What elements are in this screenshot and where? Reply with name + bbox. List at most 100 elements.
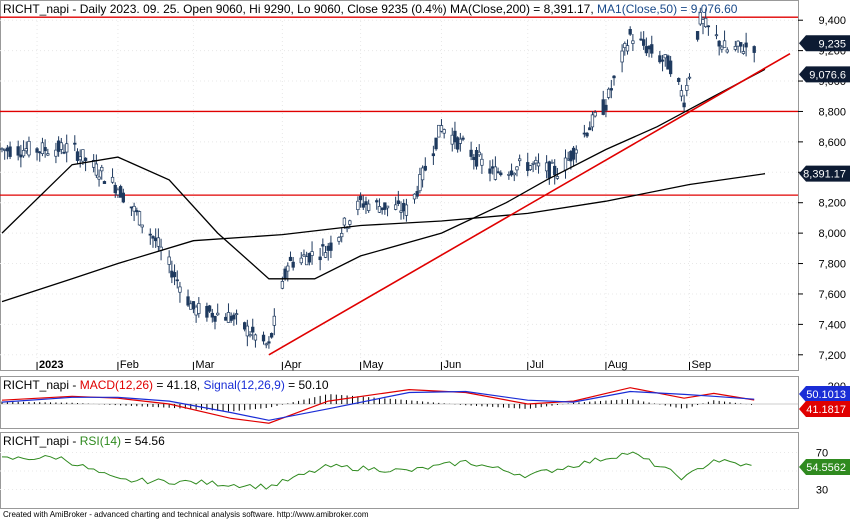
candle-body — [550, 161, 554, 164]
price-tick-label: 7,400 — [818, 319, 846, 331]
candle-body — [121, 192, 125, 203]
candle-body — [582, 132, 587, 135]
candle-body — [733, 46, 737, 50]
candle-body — [323, 252, 328, 258]
candle-body — [493, 166, 498, 180]
rsi-line — [1, 451, 752, 490]
macd-header-sep: - — [69, 378, 80, 392]
candle-body — [307, 253, 312, 263]
candle-body — [744, 42, 748, 48]
candle-body — [512, 172, 516, 176]
candle-body — [415, 191, 419, 197]
candle-body — [698, 12, 702, 25]
candle-body — [612, 75, 616, 79]
candle-body — [536, 162, 541, 167]
candle-body — [739, 42, 743, 47]
candle-body — [197, 303, 201, 314]
candle-body — [499, 172, 503, 176]
candle-body — [458, 138, 462, 144]
rsi-tick-label: 30 — [816, 485, 828, 497]
candle-body — [253, 334, 258, 341]
x-tick-label: Jul — [530, 359, 544, 371]
candle-body — [399, 210, 403, 213]
candle-body — [566, 158, 570, 161]
candle-body — [154, 237, 158, 242]
candle-body — [383, 202, 387, 210]
candle-body — [423, 165, 427, 171]
candle-body — [43, 147, 47, 152]
candle-body — [604, 104, 608, 111]
close-badge: 9,235 — [818, 38, 846, 50]
candle-body — [337, 237, 341, 242]
candle-body — [531, 163, 535, 165]
candle-body — [318, 256, 322, 261]
candle-body — [283, 268, 287, 279]
candle-body — [620, 50, 624, 63]
header-ma200: MA(Close,200) = 8,391.17, — [447, 2, 594, 16]
macd-badge: 41.1817 — [806, 404, 846, 416]
candle-body — [129, 206, 134, 209]
candle-body — [682, 102, 686, 108]
candle-body — [148, 233, 152, 236]
candle-body — [515, 166, 519, 171]
candle-body — [205, 306, 209, 318]
candle-body — [491, 166, 495, 169]
price-tick-label: 8,600 — [818, 137, 846, 149]
signal-line — [1, 390, 755, 421]
signal-header-label: Signal(12,26,9) — [203, 378, 284, 392]
x-tick-label: Jun — [443, 359, 461, 371]
price-bars — [0, 7, 756, 349]
candle-body — [248, 334, 252, 337]
macd-header-value: = 41.18, — [153, 378, 203, 392]
candle-body — [175, 279, 179, 282]
macd-line — [1, 387, 755, 424]
price-tick-label: 8,200 — [818, 198, 846, 210]
rsi-panel: 305070 — [0, 448, 828, 497]
candle-body — [132, 205, 136, 212]
candle-body — [94, 163, 99, 176]
candle-body — [280, 281, 285, 289]
candle-body — [701, 19, 705, 25]
ma50-line — [1, 68, 766, 280]
candle-body — [59, 142, 63, 150]
price-tick-label: 7,600 — [818, 289, 846, 301]
header-symbol: RICHT_napi — [3, 2, 69, 16]
candle-body — [420, 167, 425, 181]
candle-body — [19, 154, 23, 158]
candle-body — [232, 314, 236, 320]
candle-body — [170, 270, 174, 278]
candle-body — [356, 200, 360, 210]
candle-body — [345, 227, 349, 230]
candle-body — [267, 341, 271, 344]
candle-body — [553, 165, 557, 176]
signal-header-value: = 50.10 — [285, 378, 329, 392]
candle-body — [207, 305, 212, 312]
candle-body — [477, 151, 481, 156]
candle-body — [375, 200, 379, 203]
value-badges: 9,235 9,076.6 8,391.17 50.1013 41.1817 54.556… — [799, 35, 850, 475]
candle-body — [544, 162, 549, 172]
candle-body — [65, 143, 69, 153]
candle-body — [340, 233, 344, 238]
candle-body — [216, 312, 220, 316]
moving-averages — [1, 68, 766, 303]
candle-body — [243, 322, 247, 330]
candle-body — [272, 315, 276, 326]
candle-body — [588, 127, 592, 131]
candle-body — [474, 150, 479, 167]
candle-body — [518, 158, 522, 162]
candle-body — [434, 137, 438, 150]
candle-body — [361, 203, 365, 208]
candle-body — [606, 88, 611, 98]
candle-body — [590, 114, 595, 128]
candle-body — [16, 146, 20, 156]
candle-body — [156, 237, 161, 247]
candle-body — [326, 245, 330, 251]
candle-body — [54, 149, 58, 157]
macd-badge-bg — [799, 401, 850, 417]
candle-body — [442, 129, 446, 134]
candle-body — [639, 38, 643, 41]
candle-body — [450, 134, 454, 145]
candle-body — [547, 161, 551, 179]
